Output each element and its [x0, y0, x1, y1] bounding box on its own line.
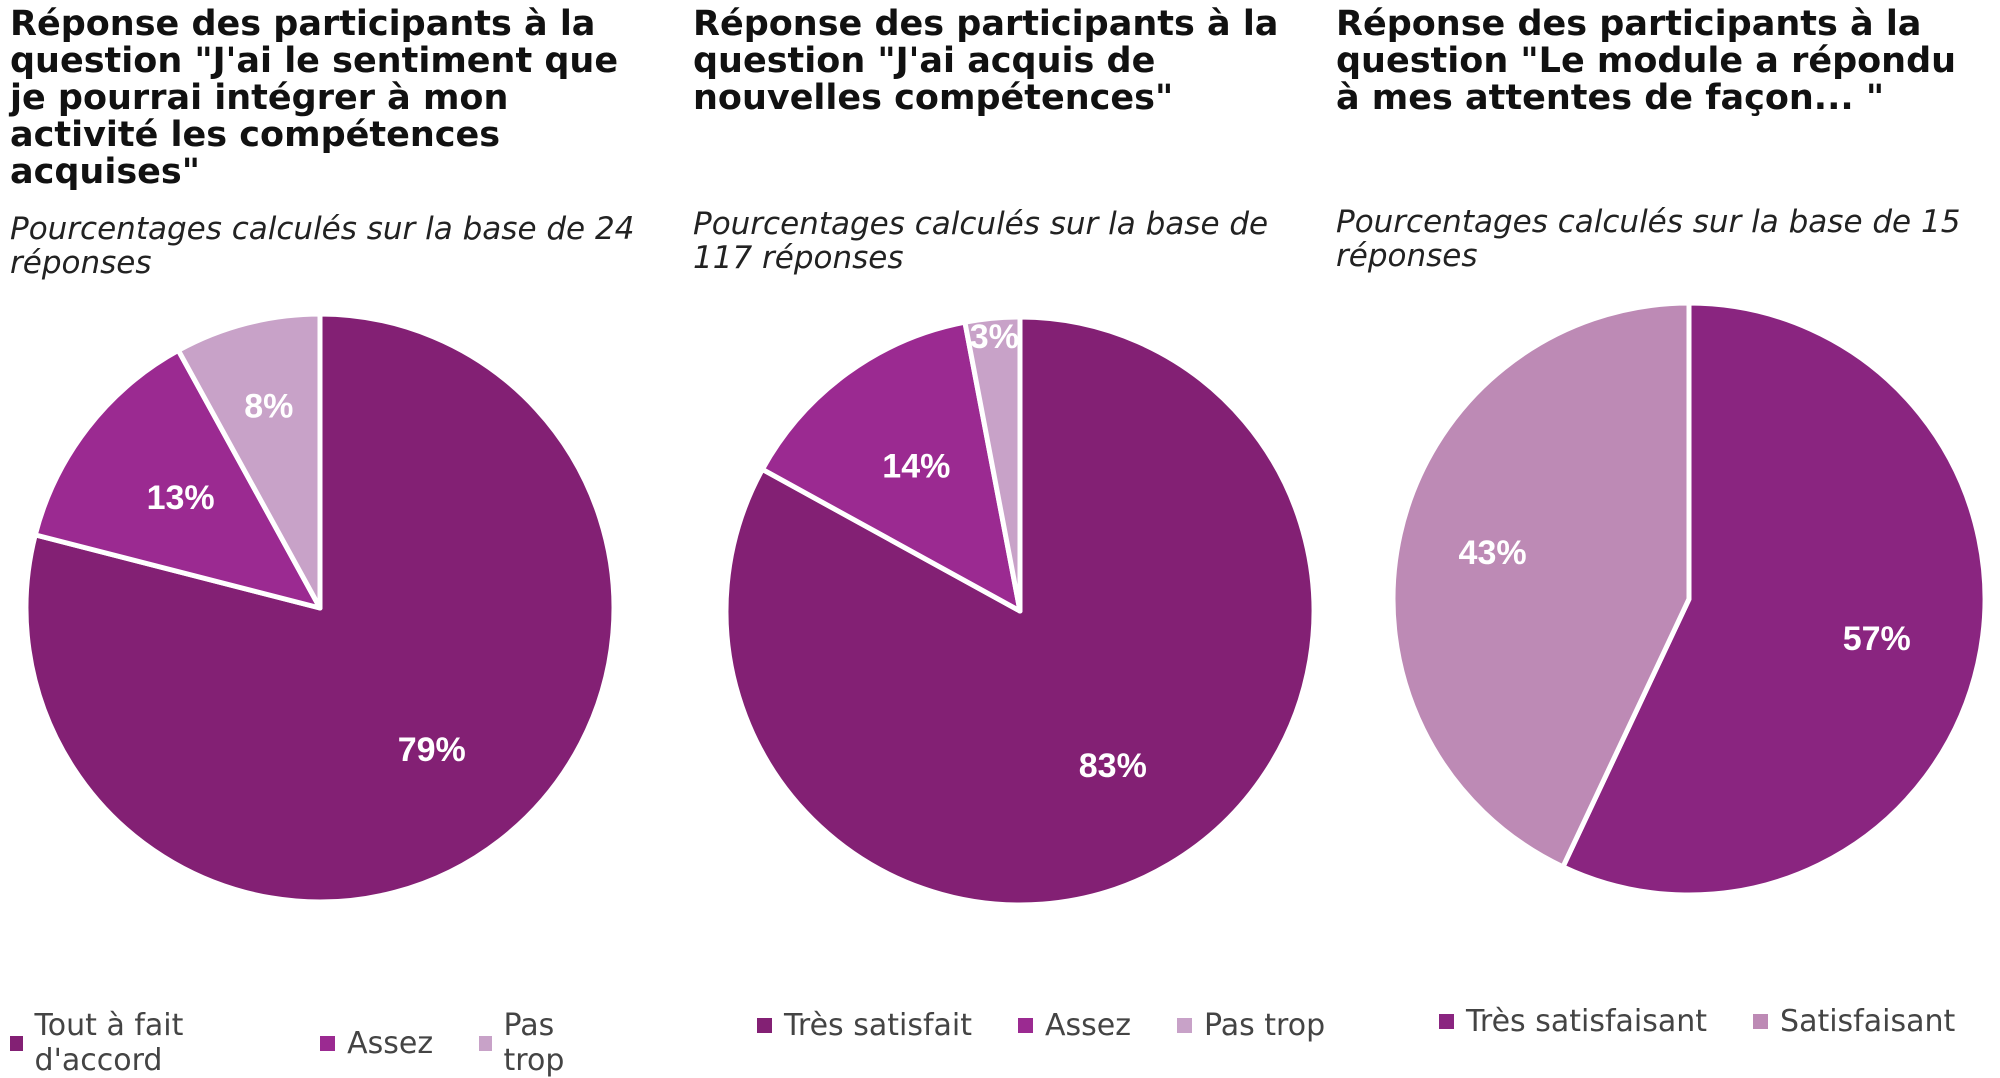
legend-label: Tout à fait d'accord: [34, 1008, 184, 1078]
chart-legend: Très satisfaisant Satisfaisant: [1439, 1004, 2000, 1039]
legend-swatch: [1753, 1014, 1769, 1029]
pie-slice-assez: [32, 347, 323, 611]
legend-label: Très satisfait: [784, 1008, 972, 1043]
chart-title: Réponse des participants à la question "…: [1336, 4, 1957, 118]
data-label-pas-trop: 8%: [244, 388, 293, 426]
legend-label: Satisfaisant: [1780, 1004, 1956, 1039]
pie-chart: 83% 14% 3%: [723, 314, 1317, 908]
data-label-tout-a-fait-d-accord: 79%: [398, 731, 466, 769]
legend-swatch: [320, 1035, 336, 1051]
legend-item-tout-a-fait-d-accord: Tout à fait d'accord: [10, 1008, 274, 1078]
pie-slice-pas-trop: [175, 311, 323, 611]
legend-swatch: [479, 1035, 492, 1051]
legend-label: Pas trop: [503, 1008, 565, 1078]
chart-subtitle: Pourcentages calculés sur la base de 15 …: [1336, 204, 1961, 274]
pie-slice-tout-a-fait-d-accord: [23, 311, 617, 905]
legend-label: Pas trop: [1204, 1008, 1326, 1043]
data-label-satisfaisant: 43%: [1459, 534, 1527, 572]
legend-swatch: [1018, 1018, 1033, 1033]
legend-item-assez: Assez: [320, 1026, 433, 1061]
legend-item-satisfaisant: Satisfaisant: [1753, 1004, 1955, 1039]
pie-slice-satisfaisant: [1390, 300, 1692, 870]
legend-label: Assez: [347, 1025, 434, 1061]
legend-swatch: [1177, 1018, 1192, 1033]
legend-swatch: [1439, 1014, 1454, 1029]
legend-label: Assez: [1045, 1008, 1131, 1043]
data-label-tres-satisfaisant: 57%: [1843, 620, 1911, 658]
chart-title: Réponse des participants à la question "…: [10, 4, 619, 192]
data-label-pas-trop: 3%: [970, 318, 1019, 356]
pie-slice-pas-trop: [962, 314, 1023, 614]
data-label-assez: 14%: [882, 447, 950, 485]
chart-title: Réponse des participants à la question "…: [693, 4, 1279, 118]
legend-swatch: [757, 1018, 772, 1033]
data-label-assez: 13%: [147, 479, 215, 517]
chart-subtitle: Pourcentages calculés sur la base de 117…: [693, 206, 1269, 276]
pie-chart-panel-expectations: Réponse des participants à la question "…: [1336, 0, 1988, 1071]
legend-label: Très satisfaisant: [1466, 1004, 1708, 1039]
data-label-tres-satisfait: 83%: [1079, 747, 1147, 785]
pie-chart: 57% 43%: [1390, 300, 1988, 898]
chart-legend: Tout à fait d'accord Assez Pas trop: [10, 1008, 650, 1078]
chart-subtitle: Pourcentages calculés sur la base de 24 …: [10, 211, 635, 281]
chart-legend: Très satisfait Assez Pas trop: [757, 1008, 1397, 1043]
pie-chart-panel-new-skills: Réponse des participants à la question "…: [693, 0, 1333, 1071]
legend-swatch: [10, 1035, 23, 1051]
legend-item-pas-trop: Pas trop: [479, 1008, 604, 1078]
pie-chart-panel-integration: Réponse des participants à la question "…: [10, 0, 650, 1078]
pie-slice-assez: [759, 319, 1023, 614]
legend-item-tres-satisfait: Très satisfait: [757, 1008, 972, 1043]
legend-item-assez: Assez: [1018, 1008, 1131, 1043]
pie-chart: 79% 13% 8%: [23, 311, 617, 905]
legend-item-tres-satisfaisant: Très satisfaisant: [1439, 1004, 1707, 1039]
legend-item-pas-trop: Pas trop: [1177, 1008, 1325, 1043]
pie-slice-tres-satisfaisant: [1560, 300, 1988, 898]
